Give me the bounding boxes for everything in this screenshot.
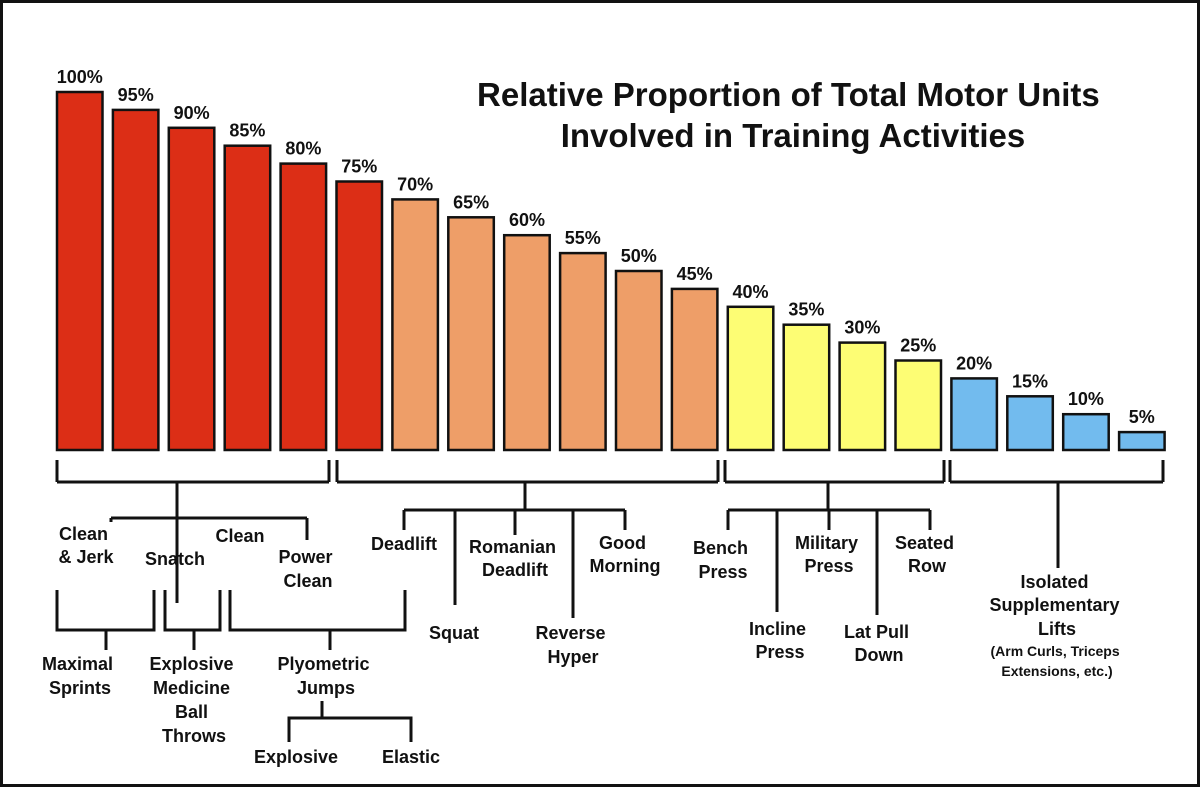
bar-label-80-percent: 80% [285,139,321,159]
bar-label-20-percent: 20% [956,353,992,373]
bar-label-65-percent: 65% [453,192,489,212]
bar-100-percent [55,90,104,452]
chart-title-line-2: Involved in Training Activities [561,117,1026,154]
bar-label-30-percent: 30% [844,318,880,338]
bar-25-percent [894,359,943,452]
bracket-jump-types [287,701,413,742]
bar-label-10-percent: 10% [1068,389,1104,409]
bracket-throws [163,590,222,650]
bar-75-percent [335,180,384,452]
bracket-yellow-stems [726,508,932,615]
bar-15-percent [1006,395,1055,452]
bar-65-percent [447,216,496,452]
activity-good-morning: Good Morning [590,533,661,576]
activity-plyometric-jumps: Plyometric Jumps [277,654,374,698]
bar-label-75-percent: 75% [341,157,377,177]
bar-label-15-percent: 15% [1012,371,1048,391]
bracket-yellow-group [723,460,946,510]
activity-military-press: Military Press [795,533,863,576]
bar-20-percent [950,377,999,452]
activity-seated-row: Seated Row [895,533,959,576]
bar-label-60-percent: 60% [509,210,545,230]
bar-label-35-percent: 35% [788,300,824,320]
activity-clean-and-jerk: Clean & Jerk [58,524,114,567]
bar-10-percent [1061,412,1110,452]
bar-45-percent [670,287,719,452]
chart-title-line-1: Relative Proportion of Total Motor Units [477,76,1100,113]
activity-deadlift: Deadlift [371,534,437,554]
bar-40-percent [726,305,775,452]
chart-title: Relative Proportion of Total Motor Units… [477,76,1109,154]
bracket-orange-group [335,460,720,510]
bracket-sprints [55,590,156,650]
bar-70-percent [391,198,440,452]
bracket-plyometrics [228,590,407,650]
activity-clean: Clean [215,526,264,546]
activity-isolated-supplementary-lifts: Isolated Supplementary Lifts [989,572,1124,639]
bar-label-25-percent: 25% [900,336,936,356]
category-brackets [55,460,1165,742]
bar-label-55-percent: 55% [565,228,601,248]
bar-label-95-percent: 95% [118,85,154,105]
bar-label-40-percent: 40% [732,282,768,302]
bar-series [55,90,1166,452]
activity-elastic-jumps: Elastic [382,747,440,767]
activity-isolated-lifts-note: (Arm Curls, Triceps Extensions, etc.) [990,643,1123,679]
activity-snatch: Snatch [145,549,205,569]
activity-squat: Squat [429,623,479,643]
activity-lat-pull-down: Lat Pull Down [844,622,914,665]
activity-romanian-deadlift: Romanian Deadlift [469,537,561,580]
bar-95-percent [111,108,160,452]
activity-explosive-jumps: Explosive [254,747,338,767]
activity-power-clean: Power Clean [278,547,337,591]
bar-30-percent [838,341,887,452]
bracket-orange-stems [402,508,627,618]
bar-label-90-percent: 90% [174,103,210,123]
bar-label-5-percent: 5% [1129,407,1155,427]
activity-bench-press: Bench Press [693,538,753,582]
bar-label-50-percent: 50% [621,246,657,266]
bar-50-percent [614,269,663,452]
bar-label-85-percent: 85% [229,121,265,141]
bracket-red-group [55,460,331,518]
bar-value-labels: 100% 95% 90% 85% 80% 75% 70% 65% 60% 55% 50% 45% 40%… [57,67,1155,427]
activity-reverse-hyper: Reverse Hyper [535,623,610,667]
bracket-blue-group [948,460,1165,568]
bar-label-45-percent: 45% [677,264,713,284]
bar-85-percent [223,144,272,452]
bar-90-percent [167,126,216,452]
bar-55-percent [558,251,607,452]
activity-explosive-medicine-ball-throws: Explosive Medicine Ball Throws [149,654,238,746]
bar-label-100-percent: 100% [57,67,103,87]
bar-label-70-percent: 70% [397,174,433,194]
bar-5-percent [1117,430,1166,452]
bracket-red-stems [109,516,309,603]
activity-maximal-sprints: Maximal Sprints [42,654,118,698]
bar-35-percent [782,323,831,452]
activity-incline-press: Incline Press [749,619,811,662]
bar-60-percent [502,233,551,452]
bar-80-percent [279,162,328,452]
